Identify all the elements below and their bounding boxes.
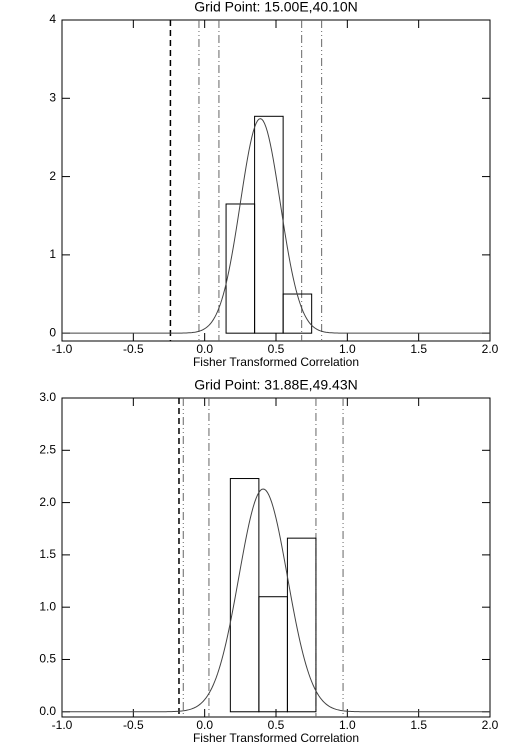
x-tick-label: 0.5 bbox=[268, 342, 285, 356]
x-tick-label: 2.0 bbox=[482, 342, 499, 356]
y-tick-label: 3.0 bbox=[39, 390, 56, 404]
histogram-bar bbox=[225, 203, 256, 334]
fit-curve bbox=[62, 118, 490, 334]
fit-curve bbox=[62, 488, 490, 713]
x-tick-label: 1.5 bbox=[410, 342, 427, 356]
y-tick-label: 2 bbox=[49, 169, 56, 183]
x-tick-label: -1.0 bbox=[52, 342, 73, 356]
histogram-bar bbox=[286, 537, 317, 713]
x-tick-label: -1.0 bbox=[52, 718, 73, 732]
y-tick-label: 2.0 bbox=[39, 495, 56, 509]
y-tick-label: 0 bbox=[49, 325, 56, 339]
x-tick-label: 0.0 bbox=[196, 718, 213, 732]
x-tick-label: 0.0 bbox=[196, 342, 213, 356]
histogram-bar bbox=[254, 115, 284, 334]
x-tick-label: 1.0 bbox=[339, 718, 356, 732]
histogram-bar bbox=[258, 596, 288, 713]
y-tick-label: 1 bbox=[49, 247, 56, 261]
y-tick-label: 2.5 bbox=[39, 442, 56, 456]
x-tick-label: 2.0 bbox=[482, 718, 499, 732]
x-tick-label: -0.5 bbox=[123, 718, 144, 732]
plot-frame bbox=[61, 19, 491, 342]
x-tick-label: -0.5 bbox=[123, 342, 144, 356]
plot-frame bbox=[61, 397, 491, 718]
x-tick-label: 1.0 bbox=[339, 342, 356, 356]
x-axis-label: Fisher Transformed Correlation bbox=[193, 355, 359, 369]
y-tick-label: 3 bbox=[49, 90, 56, 104]
y-tick-label: 4 bbox=[49, 12, 56, 26]
y-tick-label: 0.0 bbox=[39, 704, 56, 718]
chart-title: Grid Point: 31.88E,49.43N bbox=[194, 377, 357, 393]
chart-title: Grid Point: 15.00E,40.10N bbox=[194, 0, 357, 15]
x-tick-label: 1.5 bbox=[410, 718, 427, 732]
y-tick-label: 0.5 bbox=[39, 652, 56, 666]
histogram-bar bbox=[282, 293, 313, 334]
histogram-bar bbox=[229, 478, 260, 713]
x-tick-label: 0.5 bbox=[268, 718, 285, 732]
x-axis-label: Fisher Transformed Correlation bbox=[193, 731, 359, 745]
y-tick-label: 1.5 bbox=[39, 547, 56, 561]
y-tick-label: 1.0 bbox=[39, 599, 56, 613]
